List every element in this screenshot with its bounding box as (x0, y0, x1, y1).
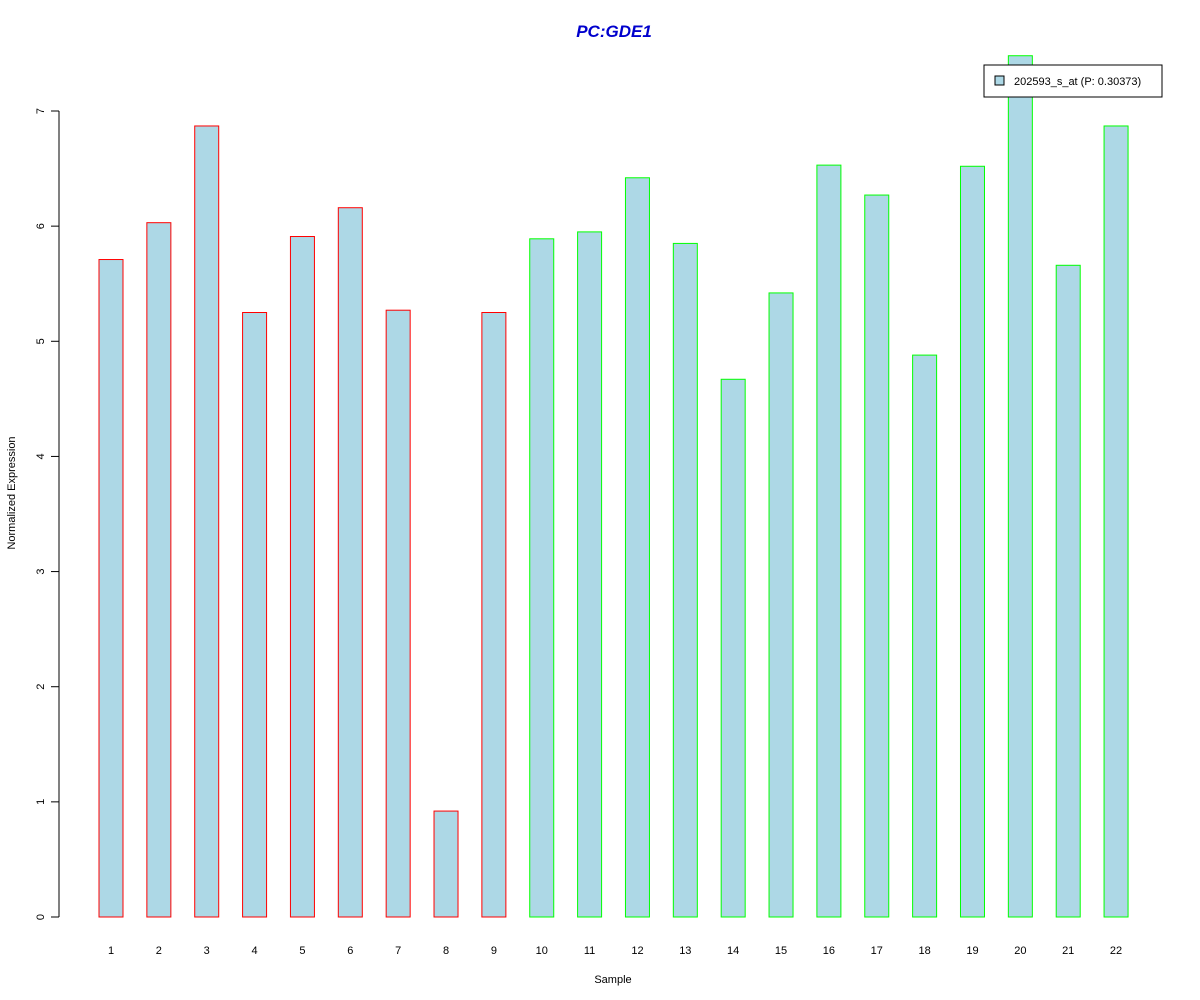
y-tick-label: 6 (35, 223, 47, 229)
bar (768, 292, 794, 918)
y-axis: 0 1 2 3 4 5 6 7 (35, 108, 60, 920)
legend-label: 202593_s_at (P: 0.30373) (1014, 76, 1141, 88)
x-tick-label: 10 (536, 945, 548, 957)
bar (1055, 264, 1081, 918)
y-tick-label: 4 (35, 453, 47, 459)
legend: 202593_s_at (P: 0.30373) (983, 64, 1163, 98)
bar (481, 312, 507, 918)
y-axis-label: Normalized Expression (6, 436, 18, 549)
bar (959, 165, 985, 918)
x-tick-label: 20 (1014, 945, 1026, 957)
x-tick-label: 5 (299, 945, 305, 957)
x-tick-label: 1 (108, 945, 114, 957)
bar (385, 309, 411, 918)
bar (289, 236, 315, 918)
bar (529, 238, 555, 918)
bar (433, 810, 459, 918)
x-tick-label: 8 (443, 945, 449, 957)
x-tick-label: 7 (395, 945, 401, 957)
x-axis-label: Sample (594, 974, 631, 986)
x-tick-label: 13 (679, 945, 691, 957)
x-tick-label: 9 (491, 945, 497, 957)
legend-box (983, 64, 1163, 98)
bar (577, 231, 603, 918)
chart-title: PC:GDE1 (576, 22, 652, 41)
x-tick-label: 6 (347, 945, 353, 957)
y-tick-label: 7 (35, 108, 47, 114)
y-tick-label: 5 (35, 338, 47, 344)
bar (1103, 125, 1129, 918)
bar (146, 222, 172, 918)
bar (242, 312, 268, 918)
bar (1007, 55, 1033, 918)
bar (672, 242, 698, 918)
bars (98, 55, 1129, 918)
x-tick-label: 15 (775, 945, 787, 957)
x-tick-label: 21 (1062, 945, 1074, 957)
bar (624, 177, 650, 918)
x-tick-label: 16 (823, 945, 835, 957)
bar (720, 378, 746, 918)
x-tick-label: 12 (631, 945, 643, 957)
x-tick-label: 4 (252, 945, 258, 957)
y-tick-label: 2 (35, 684, 47, 690)
x-tick-label: 11 (584, 945, 595, 957)
y-tick-label: 1 (35, 799, 47, 805)
bar (816, 164, 842, 918)
x-tick-labels: 1 2 3 4 5 6 7 8 9 10 11 12 13 14 15 16 17 18 19 20 21 22 (108, 945, 1122, 957)
y-tick-label: 0 (35, 914, 47, 920)
x-tick-label: 22 (1110, 945, 1122, 957)
x-tick-label: 14 (727, 945, 739, 957)
bar (98, 259, 124, 918)
x-tick-label: 18 (918, 945, 930, 957)
y-tick-label: 3 (35, 569, 47, 575)
bar (337, 207, 363, 918)
bar (912, 354, 938, 918)
bar (864, 194, 890, 918)
x-tick-label: 17 (871, 945, 883, 957)
legend-swatch (994, 75, 1005, 86)
x-tick-label: 3 (204, 945, 210, 957)
x-tick-label: 19 (966, 945, 978, 957)
bar (194, 125, 220, 918)
x-tick-label: 2 (156, 945, 162, 957)
